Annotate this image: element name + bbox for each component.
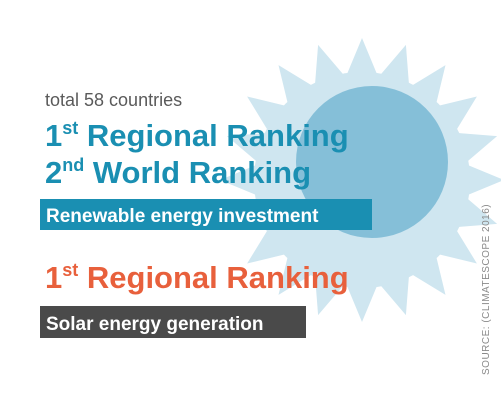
tag-label: Solar energy generation — [46, 314, 264, 335]
ranking: 1st Regional Ranking — [45, 118, 349, 153]
rank-suffix: st — [62, 118, 78, 138]
rank-suffix: st — [62, 260, 78, 280]
tag-label: Renewable energy investment — [46, 206, 319, 227]
ranking: 2nd World Ranking — [45, 155, 311, 190]
rank-label: Regional Ranking — [78, 118, 348, 153]
tag-box — [40, 306, 306, 338]
rank-number: 2 — [45, 155, 62, 190]
source-note: SOURCE: (CLIMATESCOPE 2016) — [481, 204, 492, 375]
rank-label: Regional Ranking — [78, 260, 348, 295]
tag-box — [40, 199, 372, 230]
subtitle: total 58 countries — [45, 90, 182, 110]
rank-number: 1 — [45, 260, 62, 295]
rank-number: 1 — [45, 118, 62, 153]
rank-label: World Ranking — [84, 155, 311, 190]
rank-suffix: nd — [62, 155, 84, 175]
ranking: 1st Regional Ranking — [45, 260, 349, 295]
